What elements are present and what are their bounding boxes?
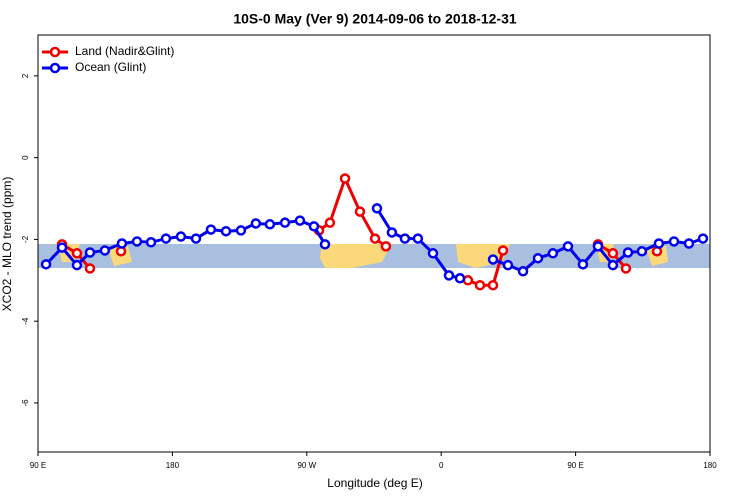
x-tick-label: 90 E — [567, 461, 583, 470]
data-point — [592, 241, 604, 252]
data-point — [369, 233, 381, 244]
data-point — [99, 245, 111, 256]
chart-title: 10S-0 May (Ver 9) 2014-09-06 to 2018-12-… — [233, 11, 516, 27]
data-point — [620, 263, 632, 274]
y-tick-label: -6 — [21, 399, 30, 407]
data-point — [487, 254, 499, 265]
data-point — [607, 248, 619, 259]
data-point — [399, 233, 411, 244]
legend-marker — [49, 62, 61, 74]
data-point — [668, 236, 680, 247]
x-tick-label: 180 — [703, 461, 717, 470]
data-point — [607, 259, 619, 271]
data-point — [84, 263, 96, 274]
plot-frame — [37, 34, 711, 453]
data-point — [697, 233, 709, 244]
data-point — [40, 259, 52, 270]
data-point — [145, 237, 157, 248]
legend-label: Land (Nadir&Glint) — [75, 44, 174, 58]
data-point — [324, 217, 336, 228]
series-line — [62, 178, 657, 285]
data-point — [427, 248, 439, 259]
data-point — [294, 215, 306, 226]
data-point — [205, 224, 217, 235]
data-point — [279, 217, 291, 228]
y-tick-label: -2 — [21, 235, 30, 243]
data-point — [443, 270, 455, 281]
x-tick-label: 0 — [439, 461, 444, 470]
data-point — [454, 273, 466, 284]
data-point — [622, 247, 634, 258]
legend-label: Ocean (Glint) — [75, 60, 146, 74]
data-point — [71, 259, 83, 271]
data-point — [502, 259, 514, 271]
data-point — [339, 173, 351, 184]
data-point — [636, 246, 648, 257]
x-tick-label: 180 — [166, 461, 180, 470]
data-point — [250, 218, 262, 229]
data-point — [380, 241, 392, 252]
data-point — [220, 225, 232, 237]
data-point — [308, 221, 320, 232]
data-point — [497, 245, 509, 256]
data-point — [683, 238, 695, 249]
y-axis-label: XCO2 - MLO trend (ppm) — [0, 177, 14, 312]
data-point — [71, 248, 83, 259]
x-axis-label: Longitude (deg E) — [327, 476, 422, 490]
data-point — [577, 259, 589, 270]
data-point — [412, 233, 424, 244]
legend-marker — [49, 46, 61, 58]
y-tick-label: 0 — [21, 155, 30, 160]
data-point — [474, 279, 486, 291]
y-tick-label: 2 — [21, 73, 30, 78]
data-point — [653, 238, 665, 249]
data-point — [190, 233, 202, 244]
data-point — [562, 241, 574, 252]
data-point — [264, 219, 276, 230]
data-point — [371, 203, 383, 214]
data-point — [175, 231, 187, 242]
data-point — [319, 239, 331, 250]
y-tick-label: -4 — [21, 317, 30, 325]
x-tick-label: 90 E — [30, 461, 46, 470]
data-point — [235, 225, 247, 236]
data-point — [487, 279, 499, 291]
data-point — [547, 248, 559, 259]
x-tick-label: 90 W — [297, 461, 316, 470]
data-point — [56, 242, 68, 253]
data-point — [386, 227, 398, 238]
data-point — [354, 206, 366, 217]
data-point — [131, 236, 143, 247]
data-point — [160, 233, 172, 244]
data-point — [116, 238, 128, 249]
data-point — [532, 252, 544, 264]
data-point — [84, 247, 96, 258]
data-point — [517, 266, 529, 277]
